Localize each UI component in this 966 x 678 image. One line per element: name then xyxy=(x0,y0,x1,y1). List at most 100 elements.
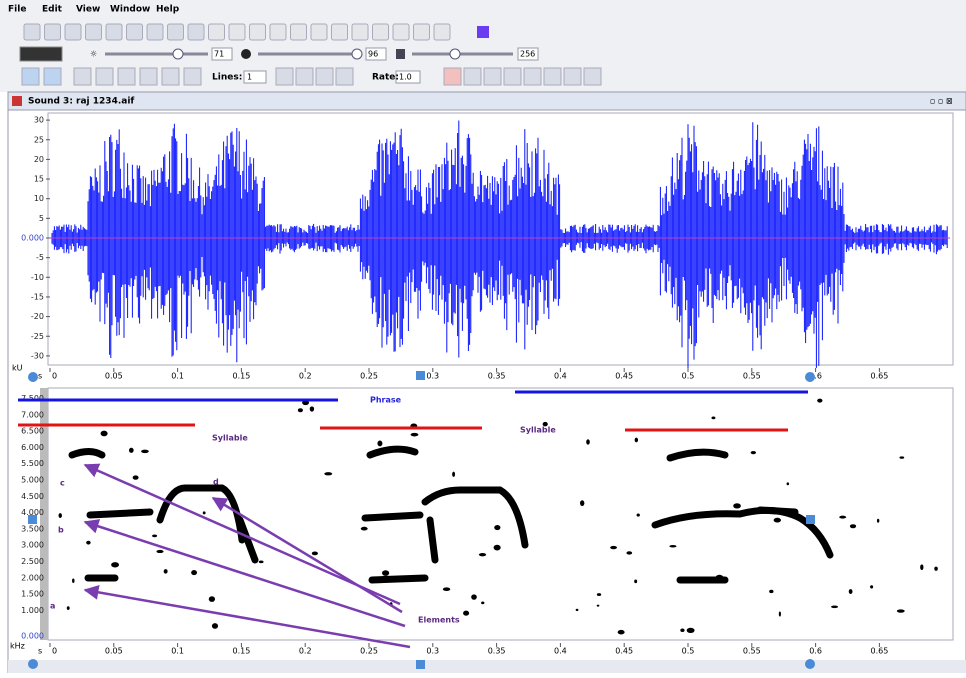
view-button[interactable] xyxy=(184,68,201,85)
scroll-handle[interactable] xyxy=(28,659,38,669)
waveform-y-tick-label: 10 xyxy=(34,194,44,203)
spectrogram-element xyxy=(365,515,420,518)
time-tick-label: 0.1 xyxy=(171,647,184,656)
slider-value: 256 xyxy=(520,50,535,59)
zoom-button[interactable] xyxy=(484,68,501,85)
view-button[interactable] xyxy=(118,68,135,85)
scroll-handle[interactable] xyxy=(805,659,815,669)
toolbar-button[interactable] xyxy=(209,24,225,40)
zoom-button[interactable] xyxy=(504,68,521,85)
toolbar-button[interactable] xyxy=(188,24,204,40)
spectrogram-speck xyxy=(141,450,149,453)
spectrogram-y-tick-label: 5.000 xyxy=(21,476,44,485)
toolbar-button[interactable] xyxy=(291,24,307,40)
toolbar-button[interactable] xyxy=(45,24,61,40)
zoom-button[interactable] xyxy=(564,68,581,85)
toolbar-button-active[interactable] xyxy=(477,26,489,38)
slider-knob[interactable] xyxy=(450,49,460,59)
spectrogram-speck xyxy=(637,514,640,517)
view-button[interactable] xyxy=(162,68,179,85)
time-tick-label: 0.3 xyxy=(426,647,439,656)
time-tick-label: 0.2 xyxy=(299,647,312,656)
spectrogram-speck xyxy=(411,433,419,437)
zoom-button[interactable] xyxy=(584,68,601,85)
menu-item[interactable]: File xyxy=(8,5,26,15)
toolbar-button[interactable] xyxy=(86,24,102,40)
time-tick-label: 0.25 xyxy=(360,647,378,656)
view-button[interactable] xyxy=(44,68,61,85)
spectrogram-speck xyxy=(209,596,215,602)
spectrogram-y-tick-label: 4.500 xyxy=(21,492,44,501)
toolbar-button[interactable] xyxy=(270,24,286,40)
toolbar-button[interactable] xyxy=(332,24,348,40)
play-button[interactable] xyxy=(336,68,353,85)
scrollbar[interactable] xyxy=(8,660,966,673)
toolbar-button[interactable] xyxy=(147,24,163,40)
spectrogram-speck xyxy=(877,519,879,523)
play-button[interactable] xyxy=(276,68,293,85)
zoom-button[interactable] xyxy=(544,68,561,85)
toolbar-button[interactable] xyxy=(168,24,184,40)
toolbar-button[interactable] xyxy=(373,24,389,40)
menu-item[interactable]: Help xyxy=(156,5,180,15)
zoom-button[interactable] xyxy=(464,68,481,85)
spectrogram-speck xyxy=(377,441,382,447)
toolbar-button[interactable] xyxy=(393,24,409,40)
toolbar-button[interactable] xyxy=(414,24,430,40)
spectrogram-speck xyxy=(101,431,108,437)
spectrogram-y-tick-label: 2.500 xyxy=(21,557,44,566)
zoom-button[interactable] xyxy=(524,68,541,85)
spectrogram-handle[interactable] xyxy=(806,515,815,524)
waveform-y-tick-label: 5 xyxy=(39,214,44,223)
spectrogram-speck xyxy=(324,472,332,475)
time-tick-label: 0.55 xyxy=(743,372,761,381)
slider-knob[interactable] xyxy=(352,49,362,59)
play-button[interactable] xyxy=(296,68,313,85)
selection-handle[interactable] xyxy=(805,372,815,382)
spectrogram-speck xyxy=(152,534,157,537)
menu-item[interactable]: View xyxy=(76,5,100,15)
slider-knob[interactable] xyxy=(173,49,183,59)
spectrogram-speck xyxy=(86,541,90,545)
spectrogram-speck xyxy=(635,438,638,443)
time-tick-label: 0.45 xyxy=(615,372,633,381)
spectrogram-element xyxy=(430,520,435,560)
rate-label: Rate: xyxy=(372,73,399,83)
spectrogram-handle[interactable] xyxy=(28,515,37,524)
toolbar-button[interactable] xyxy=(352,24,368,40)
zoom-button[interactable] xyxy=(444,68,461,85)
toolbar-button[interactable] xyxy=(65,24,81,40)
toolbar-button[interactable] xyxy=(311,24,327,40)
waveform-y-tick-label: -15 xyxy=(31,292,44,301)
spectrogram-speck xyxy=(494,545,501,551)
toolbar-button[interactable] xyxy=(24,24,40,40)
view-button[interactable] xyxy=(140,68,157,85)
spectrogram-speck xyxy=(779,611,781,616)
window-controls[interactable]: ▫ ▫ ⊠ xyxy=(930,97,953,106)
spectrogram-speck xyxy=(479,553,486,556)
selection-handle[interactable] xyxy=(416,371,425,380)
play-button[interactable] xyxy=(316,68,333,85)
toolbar-button[interactable] xyxy=(127,24,143,40)
menu-item[interactable]: Window xyxy=(110,5,150,15)
spectrogram-speck xyxy=(156,550,163,553)
spectrogram-speck xyxy=(715,575,723,580)
spectrogram-y-tick-label: 3.000 xyxy=(21,541,44,550)
view-button[interactable] xyxy=(22,68,39,85)
slider-value: 96 xyxy=(368,50,378,59)
spectrogram-y-tick-label: 5.500 xyxy=(21,459,44,468)
view-button[interactable] xyxy=(96,68,113,85)
view-button[interactable] xyxy=(74,68,91,85)
toolbar-button[interactable] xyxy=(229,24,245,40)
selection-handle[interactable] xyxy=(28,372,38,382)
toolbar-button[interactable] xyxy=(250,24,266,40)
toolbar-button[interactable] xyxy=(106,24,122,40)
toolbar-button[interactable] xyxy=(434,24,450,40)
colormap-select[interactable] xyxy=(20,47,62,61)
scroll-handle[interactable] xyxy=(416,660,425,669)
waveform-y-tick-label: -5 xyxy=(36,253,44,262)
waveform-y-tick-label: -25 xyxy=(31,332,44,341)
menu-item[interactable]: Edit xyxy=(42,5,63,15)
waveform-y-tick-label: -30 xyxy=(31,351,44,360)
spectrogram-speck xyxy=(452,472,455,477)
